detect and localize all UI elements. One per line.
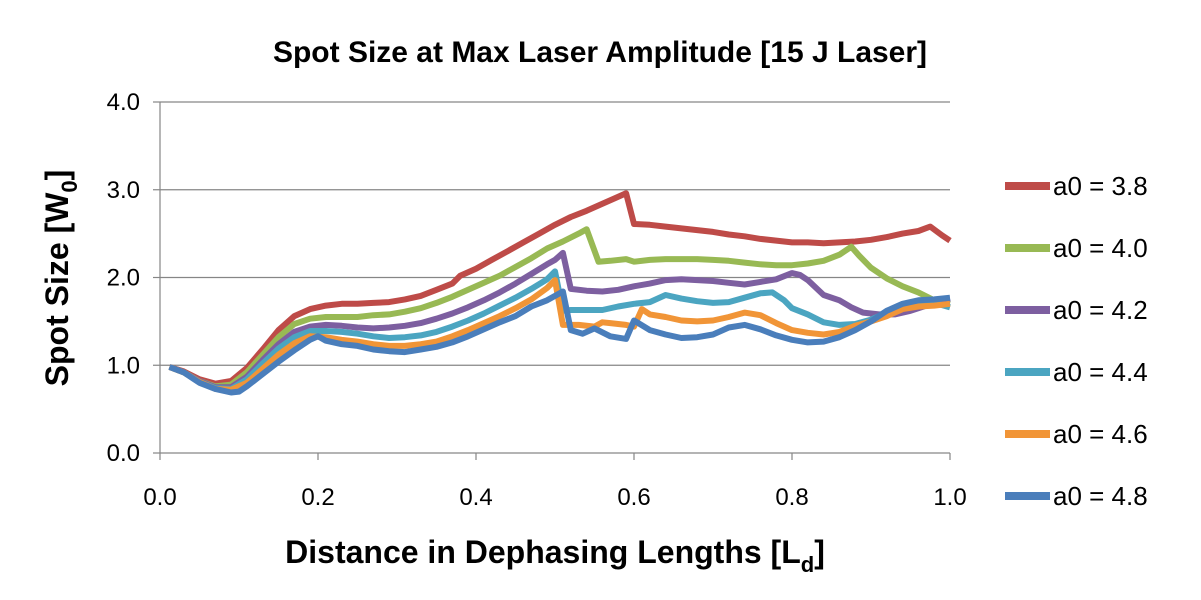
y-tick-labels: 0.0 1.0 2.0 3.0 4.0 [107, 89, 140, 467]
y-axis-title-sub: 0 [57, 180, 82, 192]
x-tick-label: 0.0 [143, 484, 176, 511]
x-tick-label: 0.8 [775, 484, 808, 511]
legend-label: a0 = 4.6 [1053, 419, 1148, 449]
x-axis-title-sub: d [801, 552, 814, 577]
x-tick-label: 0.4 [459, 484, 492, 511]
y-tick-label: 0.0 [107, 440, 140, 467]
series-lines [168, 190, 952, 396]
x-axis-title-close: ] [814, 534, 825, 570]
series-line-040 [168, 226, 951, 390]
y-axis-title-main: Spot Size [W [39, 192, 75, 387]
x-axis-title-main: Distance in Dephasing Lengths [L [285, 534, 801, 570]
x-tick-label: 0.2 [301, 484, 334, 511]
x-axis-title: Distance in Dephasing Lengths [Ld] [285, 534, 825, 577]
x-tick-label: 1.0 [933, 484, 966, 511]
axes [153, 101, 951, 460]
y-axis-title-close: ] [39, 170, 75, 181]
chart-title: Spot Size at Max Laser Amplitude [15 J L… [273, 36, 927, 69]
series-line-042 [168, 249, 951, 391]
legend-label: a0 = 4.0 [1053, 233, 1148, 263]
y-axis-title: Spot Size [W0] [39, 170, 82, 387]
y-tick-label: 3.0 [107, 177, 140, 204]
legend-label: a0 = 3.8 [1053, 171, 1148, 201]
gridlines [160, 101, 950, 366]
legend-label: a0 = 4.4 [1053, 357, 1148, 387]
legend-label: a0 = 4.8 [1053, 481, 1148, 511]
x-tick-label: 0.6 [617, 484, 650, 511]
series-line-048 [168, 288, 951, 396]
legend: a0 = 3.8 a0 = 4.0 a0 = 4.2 a0 = 4.4 a0 = 4.6… [1005, 171, 1148, 511]
series-line-038 [168, 190, 952, 387]
y-tick-label: 4.0 [107, 89, 140, 116]
y-tick-label: 1.0 [107, 352, 140, 379]
x-tick-labels: 0.0 0.2 0.4 0.6 0.8 1.0 [143, 484, 966, 511]
y-tick-label: 2.0 [107, 265, 140, 292]
legend-label: a0 = 4.2 [1053, 295, 1148, 325]
